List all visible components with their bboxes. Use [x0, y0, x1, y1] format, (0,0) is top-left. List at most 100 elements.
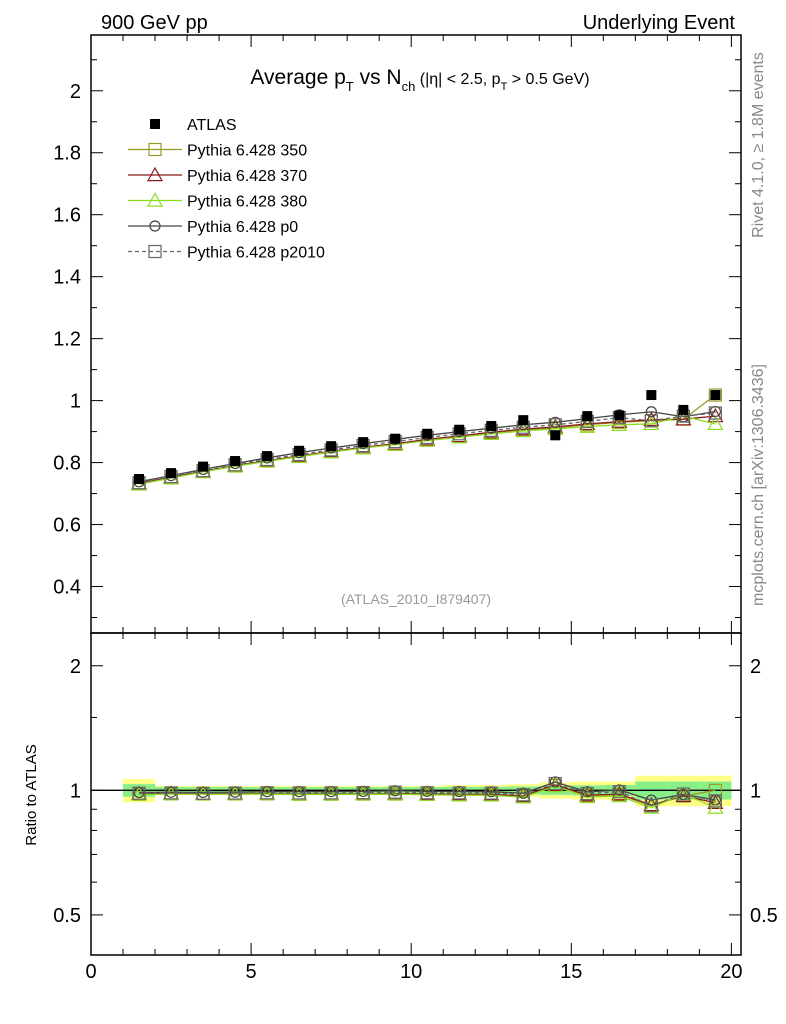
legend-marker — [149, 220, 161, 232]
main-series-lines — [131, 388, 724, 491]
y-tick-label: 1.8 — [53, 143, 81, 165]
main-series-marker — [708, 406, 722, 420]
analysis-id-label: (ATLAS_2010_I879407) — [341, 591, 491, 607]
ratio-series-marker — [324, 786, 338, 800]
main-series-marker — [643, 415, 660, 431]
data-point — [358, 437, 369, 448]
ratio-series-marker — [613, 784, 625, 796]
main-series-marker — [645, 406, 657, 418]
ratio-series-marker — [643, 799, 660, 814]
ratio-series-marker — [323, 786, 340, 801]
axis-tick-labels: 0 5 10 15 20 0.4 0.6 0.8 1 1.2 1.4 1.6 1.8 2 0.5 0.5 1 1 2… — [53, 81, 778, 983]
ratio-series-lines — [131, 776, 724, 814]
ratio-y-axis-label: Ratio to ATLAS — [23, 744, 40, 845]
ratio-series-line — [139, 782, 716, 807]
main-series-line — [138, 415, 716, 484]
main-series-marker — [387, 436, 404, 451]
ratio-series-marker — [259, 785, 276, 801]
main-series-marker — [644, 414, 658, 428]
legend-data-marker — [150, 119, 160, 129]
ratio-series-marker — [677, 788, 689, 801]
title-cut: (|η| < 2.5, p — [415, 71, 500, 88]
ratio-plot-frame — [90, 632, 742, 956]
legend-marker — [146, 192, 164, 207]
data-point — [614, 410, 625, 421]
data-point — [390, 433, 401, 444]
title-main: Average p — [250, 66, 345, 89]
ratio-series-marker — [644, 799, 658, 813]
y-tick-label: 0.8 — [53, 453, 81, 475]
data-point — [486, 421, 497, 432]
x-tick-label: 20 — [720, 961, 742, 983]
legend-marker — [148, 142, 162, 157]
legend-marker — [148, 244, 162, 259]
axes-frames — [90, 34, 742, 956]
title-cut-end: > 0.5 GeV) — [507, 71, 589, 88]
legend-label: Pythia 6.428 350 — [187, 143, 307, 160]
main-series-line — [138, 415, 716, 485]
y-tick-label: 1.2 — [53, 329, 81, 351]
title-vs: vs N — [354, 66, 402, 89]
data-point — [230, 456, 241, 467]
ratio-series-marker — [355, 786, 372, 801]
ratio-series-marker — [580, 786, 594, 801]
title-main-sub: T — [346, 79, 354, 94]
y-tick-label: 1 — [70, 391, 81, 413]
ratio-series-marker — [164, 786, 178, 800]
data-point — [710, 390, 721, 401]
ratio-series-marker — [292, 786, 306, 800]
data-point — [422, 428, 433, 439]
legend-label: Pythia 6.428 p0 — [187, 219, 298, 236]
ratio-y-tick-label: 2 — [70, 656, 81, 678]
legend-label: Pythia 6.428 p2010 — [187, 245, 325, 262]
ratio-y-tick-label: 1 — [70, 780, 81, 802]
main-series-marker — [708, 388, 722, 402]
data-point — [518, 415, 529, 426]
ratio-series-marker — [581, 786, 593, 798]
main-series-marker — [483, 425, 500, 440]
ratio-series-marker — [260, 786, 274, 800]
main-series-marker — [515, 422, 532, 438]
main-data-points — [134, 390, 721, 485]
ratio-series-marker — [611, 787, 628, 803]
chart-title: Average pT vs Nch (|η| < 2.5, pT > 0.5 G… — [250, 66, 589, 94]
y-tick-label: 1.4 — [53, 267, 81, 289]
main-series-marker — [611, 413, 628, 428]
title-cut-sub: T — [501, 81, 508, 93]
ratio-series-marker — [420, 786, 434, 800]
main-series-marker — [549, 416, 561, 428]
ratio-series-marker — [579, 786, 596, 802]
mcplots-label: mcplots.cern.ch [arXiv:1306.3436] — [750, 364, 767, 606]
data-point — [134, 474, 145, 485]
main-series-marker — [643, 411, 660, 427]
ratio-series-marker — [452, 786, 466, 800]
header-right-label: Underlying Event — [583, 12, 736, 34]
ratio-series-marker — [388, 785, 402, 799]
ratio-series-marker — [612, 785, 626, 799]
ratio-series-marker — [228, 786, 242, 800]
main-series-marker — [675, 410, 692, 426]
main-series-marker — [579, 415, 596, 431]
x-tick-label: 5 — [246, 961, 257, 983]
ratio-y-tick-label-right: 2 — [750, 656, 761, 678]
data-point — [550, 430, 561, 441]
legend-marker — [146, 166, 164, 182]
ratio-series-marker — [548, 776, 562, 791]
legend-label: ATLAS — [187, 117, 237, 134]
ratio-y-tick-label-right: 1 — [750, 780, 761, 802]
ratio-y-tick-label-right: 0.5 — [750, 905, 778, 927]
ratio-series-marker — [484, 786, 498, 800]
legend: ATLAS Pythia 6.428 350 Pythia 6.428 370 Pyt… — [128, 117, 325, 262]
main-series-marker — [451, 428, 468, 444]
legend-label: Pythia 6.428 370 — [187, 168, 307, 185]
ratio-series-line — [139, 785, 716, 809]
ratio-series-marker — [708, 794, 722, 808]
title-vs-sub: ch — [402, 79, 416, 94]
ratio-series-marker — [356, 786, 370, 800]
ratio-series-marker — [196, 786, 210, 800]
data-point — [326, 441, 337, 452]
ratio-series-marker — [291, 786, 308, 801]
data-point — [678, 404, 689, 415]
data-point — [262, 451, 273, 462]
